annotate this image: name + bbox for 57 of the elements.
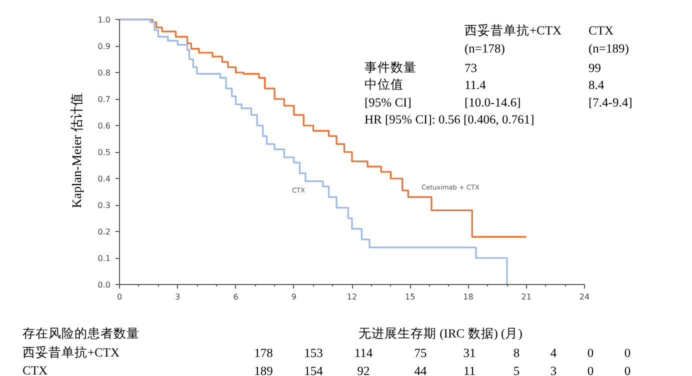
text: 11 bbox=[463, 364, 476, 376]
text: [7.4-9.4] bbox=[588, 96, 632, 110]
y-tick-label: 0.1 bbox=[98, 254, 111, 263]
y-tick-label: 0.5 bbox=[98, 148, 111, 157]
text: 189 bbox=[254, 364, 273, 376]
annotation: 73 bbox=[464, 61, 477, 75]
text: 8 bbox=[513, 346, 520, 360]
y-tick-label: 0.4 bbox=[98, 174, 111, 184]
x-tick-label: 21 bbox=[521, 292, 532, 302]
x-tick-label: 12 bbox=[346, 292, 358, 302]
x-tick-label: 0 bbox=[116, 292, 122, 302]
text: 44 bbox=[414, 364, 428, 376]
text: 0 bbox=[587, 346, 594, 360]
annotation: 中位值 bbox=[364, 78, 404, 92]
x-tick-label: 24 bbox=[579, 292, 590, 302]
text: 0 bbox=[624, 364, 631, 376]
y-axis-title: Kaplan-Meier 估计值 bbox=[69, 92, 84, 208]
x-tick-label: 18 bbox=[463, 292, 474, 302]
text: 0 bbox=[587, 364, 594, 376]
annotation: 11.4 bbox=[464, 78, 487, 92]
y-tick-label: 0.2 bbox=[98, 228, 111, 236]
x-tick-label: 6 bbox=[233, 292, 238, 302]
y-tick-label: 0.7 bbox=[98, 95, 111, 104]
text: 0 bbox=[624, 346, 631, 360]
text: 3 bbox=[550, 364, 557, 376]
annotation: HR [95% CI]: 0.56 [0.406, 0.761] bbox=[364, 112, 534, 126]
text: 153 bbox=[304, 346, 323, 360]
y-tick-label: 0.9 bbox=[98, 42, 111, 51]
text: 75 bbox=[414, 346, 427, 360]
text: 西妥昔单抗+CTX bbox=[22, 346, 120, 360]
text: 31 bbox=[463, 346, 476, 360]
text: 92 bbox=[357, 364, 370, 376]
x-axis-title: 无进展生存期 (IRC 数据) (月) bbox=[358, 326, 522, 340]
text: 114 bbox=[354, 346, 374, 360]
x-tick-label: 3 bbox=[175, 292, 180, 302]
y-tick-label: 0.3 bbox=[98, 201, 111, 210]
text: 154 bbox=[304, 364, 324, 376]
y-tick-label: 0.8 bbox=[98, 68, 111, 78]
annotation: [10.0-14.6] bbox=[464, 96, 521, 110]
y-tick-label: 0.6 bbox=[98, 122, 111, 130]
text: (n=189) bbox=[588, 42, 629, 56]
annotation: 事件数量 bbox=[364, 60, 416, 74]
annotation: [95% CI] bbox=[364, 96, 412, 110]
annotation: (n=178) bbox=[464, 42, 505, 56]
text: 99 bbox=[588, 61, 601, 75]
text: 4 bbox=[550, 346, 558, 360]
text: 5 bbox=[513, 364, 520, 376]
annotation: 西妥昔单抗+CTX bbox=[464, 24, 562, 38]
x-tick-label: 15 bbox=[405, 292, 416, 302]
text: CTX bbox=[588, 24, 614, 38]
x-tick-label: 9 bbox=[291, 292, 296, 302]
text: CTX bbox=[22, 364, 48, 376]
text: 存在风险的患者数量 bbox=[22, 326, 140, 340]
text: 178 bbox=[254, 346, 273, 360]
text: 8.4 bbox=[588, 78, 605, 92]
y-tick-label: 1.0 bbox=[98, 16, 111, 24]
y-tick-label: 0.0 bbox=[98, 280, 111, 290]
